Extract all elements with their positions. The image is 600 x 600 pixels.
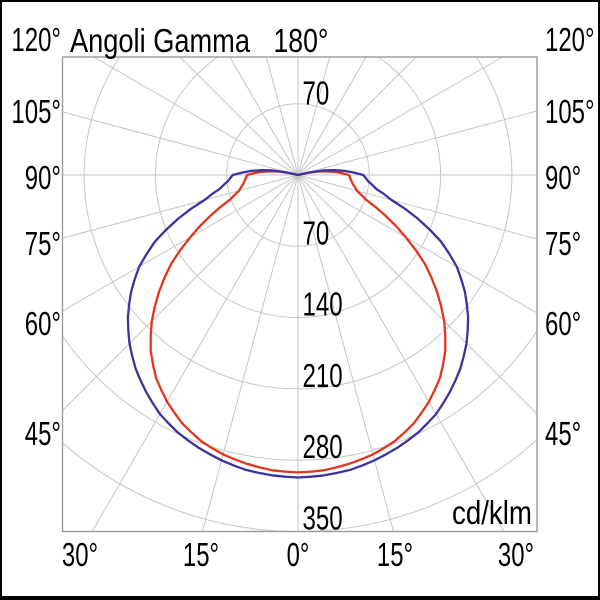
gamma-label-left-75: 75° <box>25 225 61 262</box>
grid-spoke-135 <box>297 57 417 176</box>
gamma-label-right-120: 120° <box>545 21 595 58</box>
photometric-curves <box>126 169 470 479</box>
grid-spoke-240 <box>93 57 299 176</box>
radial-tick-70: 70 <box>303 214 330 251</box>
top-angle-label-180: 180° <box>274 22 329 59</box>
gamma-label-left-60: 60° <box>25 305 61 342</box>
gamma-label-bottom-4: 30° <box>498 536 534 573</box>
gamma-label-bottom-2: 0° <box>287 536 310 573</box>
gamma-label-right-60: 60° <box>545 305 581 342</box>
gamma-label-right-90: 90° <box>545 159 581 196</box>
curve-red <box>149 170 447 474</box>
grid-spoke-165 <box>297 57 331 176</box>
grid-spoke-45 <box>297 174 537 415</box>
grid-spoke-210 <box>229 57 299 176</box>
grid-spoke-330 <box>91 174 299 532</box>
gamma-label-bottom-0: 30° <box>62 536 98 573</box>
grid-spoke-195 <box>265 57 299 176</box>
grid-spoke-150 <box>297 57 367 176</box>
grid-spoke-285 <box>62 174 299 239</box>
radial-tick-280: 280 <box>303 428 343 465</box>
axis-labels: 120° 120° 105° 105° 90° 90° 75° 75° 60° 60° 45° 45°… <box>11 21 594 573</box>
gamma-label-left-105: 105° <box>11 93 61 130</box>
grid-spoke-255 <box>62 111 299 176</box>
gamma-label-right-75: 75° <box>545 225 581 262</box>
radial-tick-350: 350 <box>303 500 343 537</box>
radial-tick-210: 210 <box>303 357 343 394</box>
grid-spoke-75 <box>297 174 537 240</box>
polar-grid <box>62 57 537 532</box>
plot-border <box>61 56 538 533</box>
grid-spoke-120 <box>297 57 503 176</box>
gamma-label-right-105: 105° <box>545 93 595 130</box>
gamma-label-left-45: 45° <box>25 415 61 452</box>
grid-spoke-315 <box>62 174 299 411</box>
gamma-label-left-90: 90° <box>25 159 61 196</box>
grid-spoke-60 <box>297 174 537 314</box>
grid-spoke-225 <box>179 57 299 176</box>
grid-spoke-30 <box>297 174 505 532</box>
grid-circle-350 <box>62 438 537 532</box>
gamma-label-left-120: 120° <box>11 21 61 58</box>
radial-tick-140: 140 <box>303 286 343 323</box>
gamma-label-right-45: 45° <box>545 415 581 452</box>
grid-spoke-345 <box>201 174 299 532</box>
grid-spoke-300 <box>62 174 299 312</box>
gamma-label-bottom-3: 15° <box>377 536 413 573</box>
grid-spoke-15 <box>297 174 395 532</box>
grid-spoke-105 <box>297 110 537 176</box>
chart-title: Angoli Gamma <box>70 22 251 59</box>
gamma-label-bottom-1: 15° <box>183 536 219 573</box>
curve-blue <box>126 169 470 479</box>
radial-tick-top-70: 70 <box>303 75 330 112</box>
unit-label: cd/klm <box>452 494 532 531</box>
